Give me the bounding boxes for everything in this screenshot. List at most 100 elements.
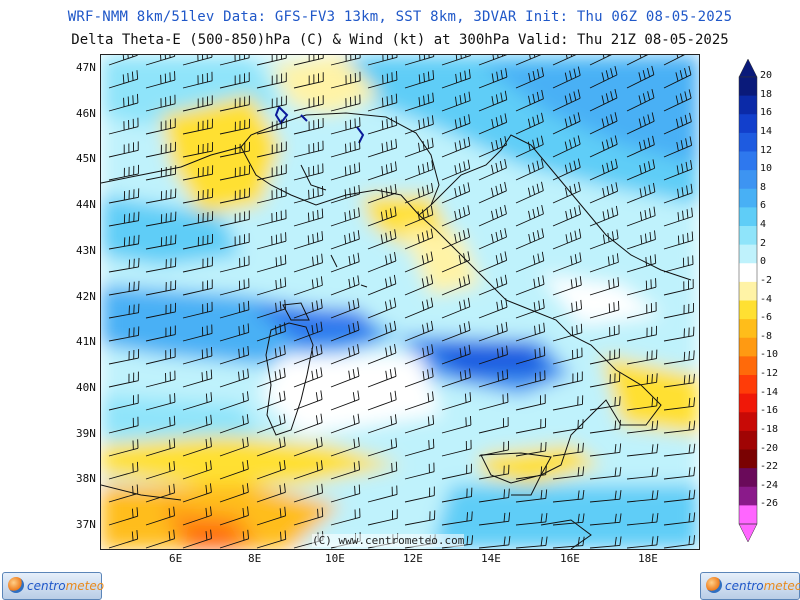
wind-barb bbox=[182, 423, 212, 434]
wind-barb bbox=[108, 173, 139, 181]
wind-barb-feather bbox=[381, 143, 384, 153]
wind-barb-feather bbox=[527, 164, 531, 174]
wind-barb-feather bbox=[689, 112, 692, 122]
wind-barb-feather bbox=[656, 535, 659, 545]
wind-barb-feather bbox=[426, 230, 429, 240]
wind-barb-feather bbox=[311, 324, 314, 335]
wind-barb-feather bbox=[578, 205, 582, 215]
wind-barb-feather bbox=[677, 212, 680, 222]
wind-barb-feather bbox=[426, 276, 429, 286]
wind-barb-feather bbox=[247, 323, 250, 333]
wind-barb bbox=[441, 353, 471, 365]
wind-barb-feather bbox=[607, 232, 610, 242]
wind-barb-feather bbox=[421, 255, 425, 265]
wind-barb-feather bbox=[423, 72, 425, 82]
wind-barb bbox=[182, 310, 213, 319]
colorbar-cell bbox=[739, 337, 757, 357]
colorbar-cell bbox=[739, 226, 757, 246]
wind-barb bbox=[219, 173, 250, 181]
wind-barb-feather bbox=[430, 297, 434, 307]
wind-barb-feather bbox=[380, 211, 384, 221]
wind-barb-feather bbox=[284, 299, 287, 309]
wind-barb-feather bbox=[651, 490, 654, 500]
wind-barb-feather bbox=[579, 276, 582, 286]
wind-barb-feather bbox=[395, 437, 398, 447]
wind-barb bbox=[330, 57, 361, 66]
centrometeo-logo-right[interactable]: centrometeo bbox=[700, 572, 800, 600]
wind-barb bbox=[478, 213, 507, 227]
wind-barb bbox=[145, 220, 176, 227]
wind-barb bbox=[663, 543, 694, 549]
wind-barb-feather bbox=[676, 141, 679, 152]
wind-barb-feather bbox=[656, 373, 658, 383]
wind-barb-feather bbox=[242, 461, 245, 471]
wind-barb bbox=[145, 79, 176, 89]
wind-barb-feather bbox=[464, 70, 467, 80]
colorbar-label: 12 bbox=[760, 144, 773, 156]
wind-barb-feather bbox=[610, 91, 614, 101]
wind-barb-feather bbox=[394, 183, 397, 193]
wind-barb-feather bbox=[395, 138, 398, 148]
wind-barb bbox=[663, 55, 685, 66]
wind-barb bbox=[182, 287, 213, 296]
wind-barb-feather bbox=[168, 462, 171, 472]
wind-barb-feather bbox=[173, 460, 176, 471]
wind-barb bbox=[330, 80, 361, 89]
wind-barb-feather bbox=[501, 347, 504, 357]
wind-barb-feather bbox=[532, 116, 536, 126]
wind-barb-feather bbox=[242, 392, 245, 402]
wind-barb-feather bbox=[616, 229, 619, 239]
wind-barb-feather bbox=[205, 439, 208, 449]
wind-barb-feather bbox=[619, 443, 622, 453]
wind-barb bbox=[589, 55, 612, 66]
wind-barb-feather bbox=[504, 90, 508, 100]
centrometeo-logo-left[interactable]: centrometeo bbox=[2, 572, 104, 600]
wind-barb-feather bbox=[432, 415, 435, 425]
wind-barb-feather bbox=[491, 210, 494, 220]
wind-barb-feather bbox=[459, 72, 462, 82]
wind-barb bbox=[663, 263, 694, 273]
wind-barb-feather bbox=[691, 231, 694, 241]
wind-barb-feather bbox=[205, 484, 208, 494]
wind-barb-feather bbox=[391, 95, 393, 105]
wind-barb bbox=[145, 334, 176, 342]
wind-barb-feather bbox=[454, 165, 457, 175]
wind-barb-feather bbox=[537, 253, 540, 263]
wind-barb bbox=[219, 491, 249, 503]
wind-barb-feather bbox=[677, 235, 680, 245]
wind-barb-feather bbox=[605, 70, 609, 80]
wind-barb-feather bbox=[614, 66, 618, 75]
wind-barb-feather bbox=[321, 208, 324, 218]
wind-barb-feather bbox=[385, 370, 388, 380]
wind-barb bbox=[478, 401, 509, 411]
wind-barb-feather bbox=[541, 251, 545, 261]
wind-barb-feather bbox=[210, 460, 212, 470]
wind-barb-feather bbox=[537, 69, 540, 79]
wind-barb-feather bbox=[168, 508, 171, 518]
wind-barb bbox=[441, 122, 471, 135]
wind-barb-feather bbox=[210, 529, 212, 539]
globe-icon bbox=[706, 577, 722, 593]
wind-barb-feather bbox=[468, 91, 471, 101]
wind-barb-feather bbox=[353, 415, 356, 425]
wind-barb-feather bbox=[495, 208, 499, 218]
wind-barb-feather bbox=[570, 279, 573, 289]
colorbar-label: -22 bbox=[760, 461, 779, 473]
wind-barb-feather bbox=[647, 137, 651, 147]
wind-barb bbox=[330, 170, 360, 181]
wind-barb-feather bbox=[380, 234, 383, 244]
wind-barb bbox=[515, 474, 546, 480]
wind-barb bbox=[441, 77, 471, 89]
wind-barb-feather bbox=[619, 536, 622, 546]
wind-barb bbox=[330, 261, 360, 273]
wind-barb bbox=[663, 382, 694, 388]
wind-barb-feather bbox=[539, 347, 541, 357]
wind-barb-feather bbox=[693, 489, 696, 499]
wind-barb-feather bbox=[464, 369, 467, 380]
wind-barb bbox=[145, 288, 176, 296]
wind-barb-feather bbox=[693, 397, 696, 407]
wind-barb-feather bbox=[426, 299, 429, 309]
wind-barb-feather bbox=[540, 536, 543, 546]
wind-barb bbox=[626, 310, 657, 319]
wind-barb-feather bbox=[418, 142, 421, 152]
